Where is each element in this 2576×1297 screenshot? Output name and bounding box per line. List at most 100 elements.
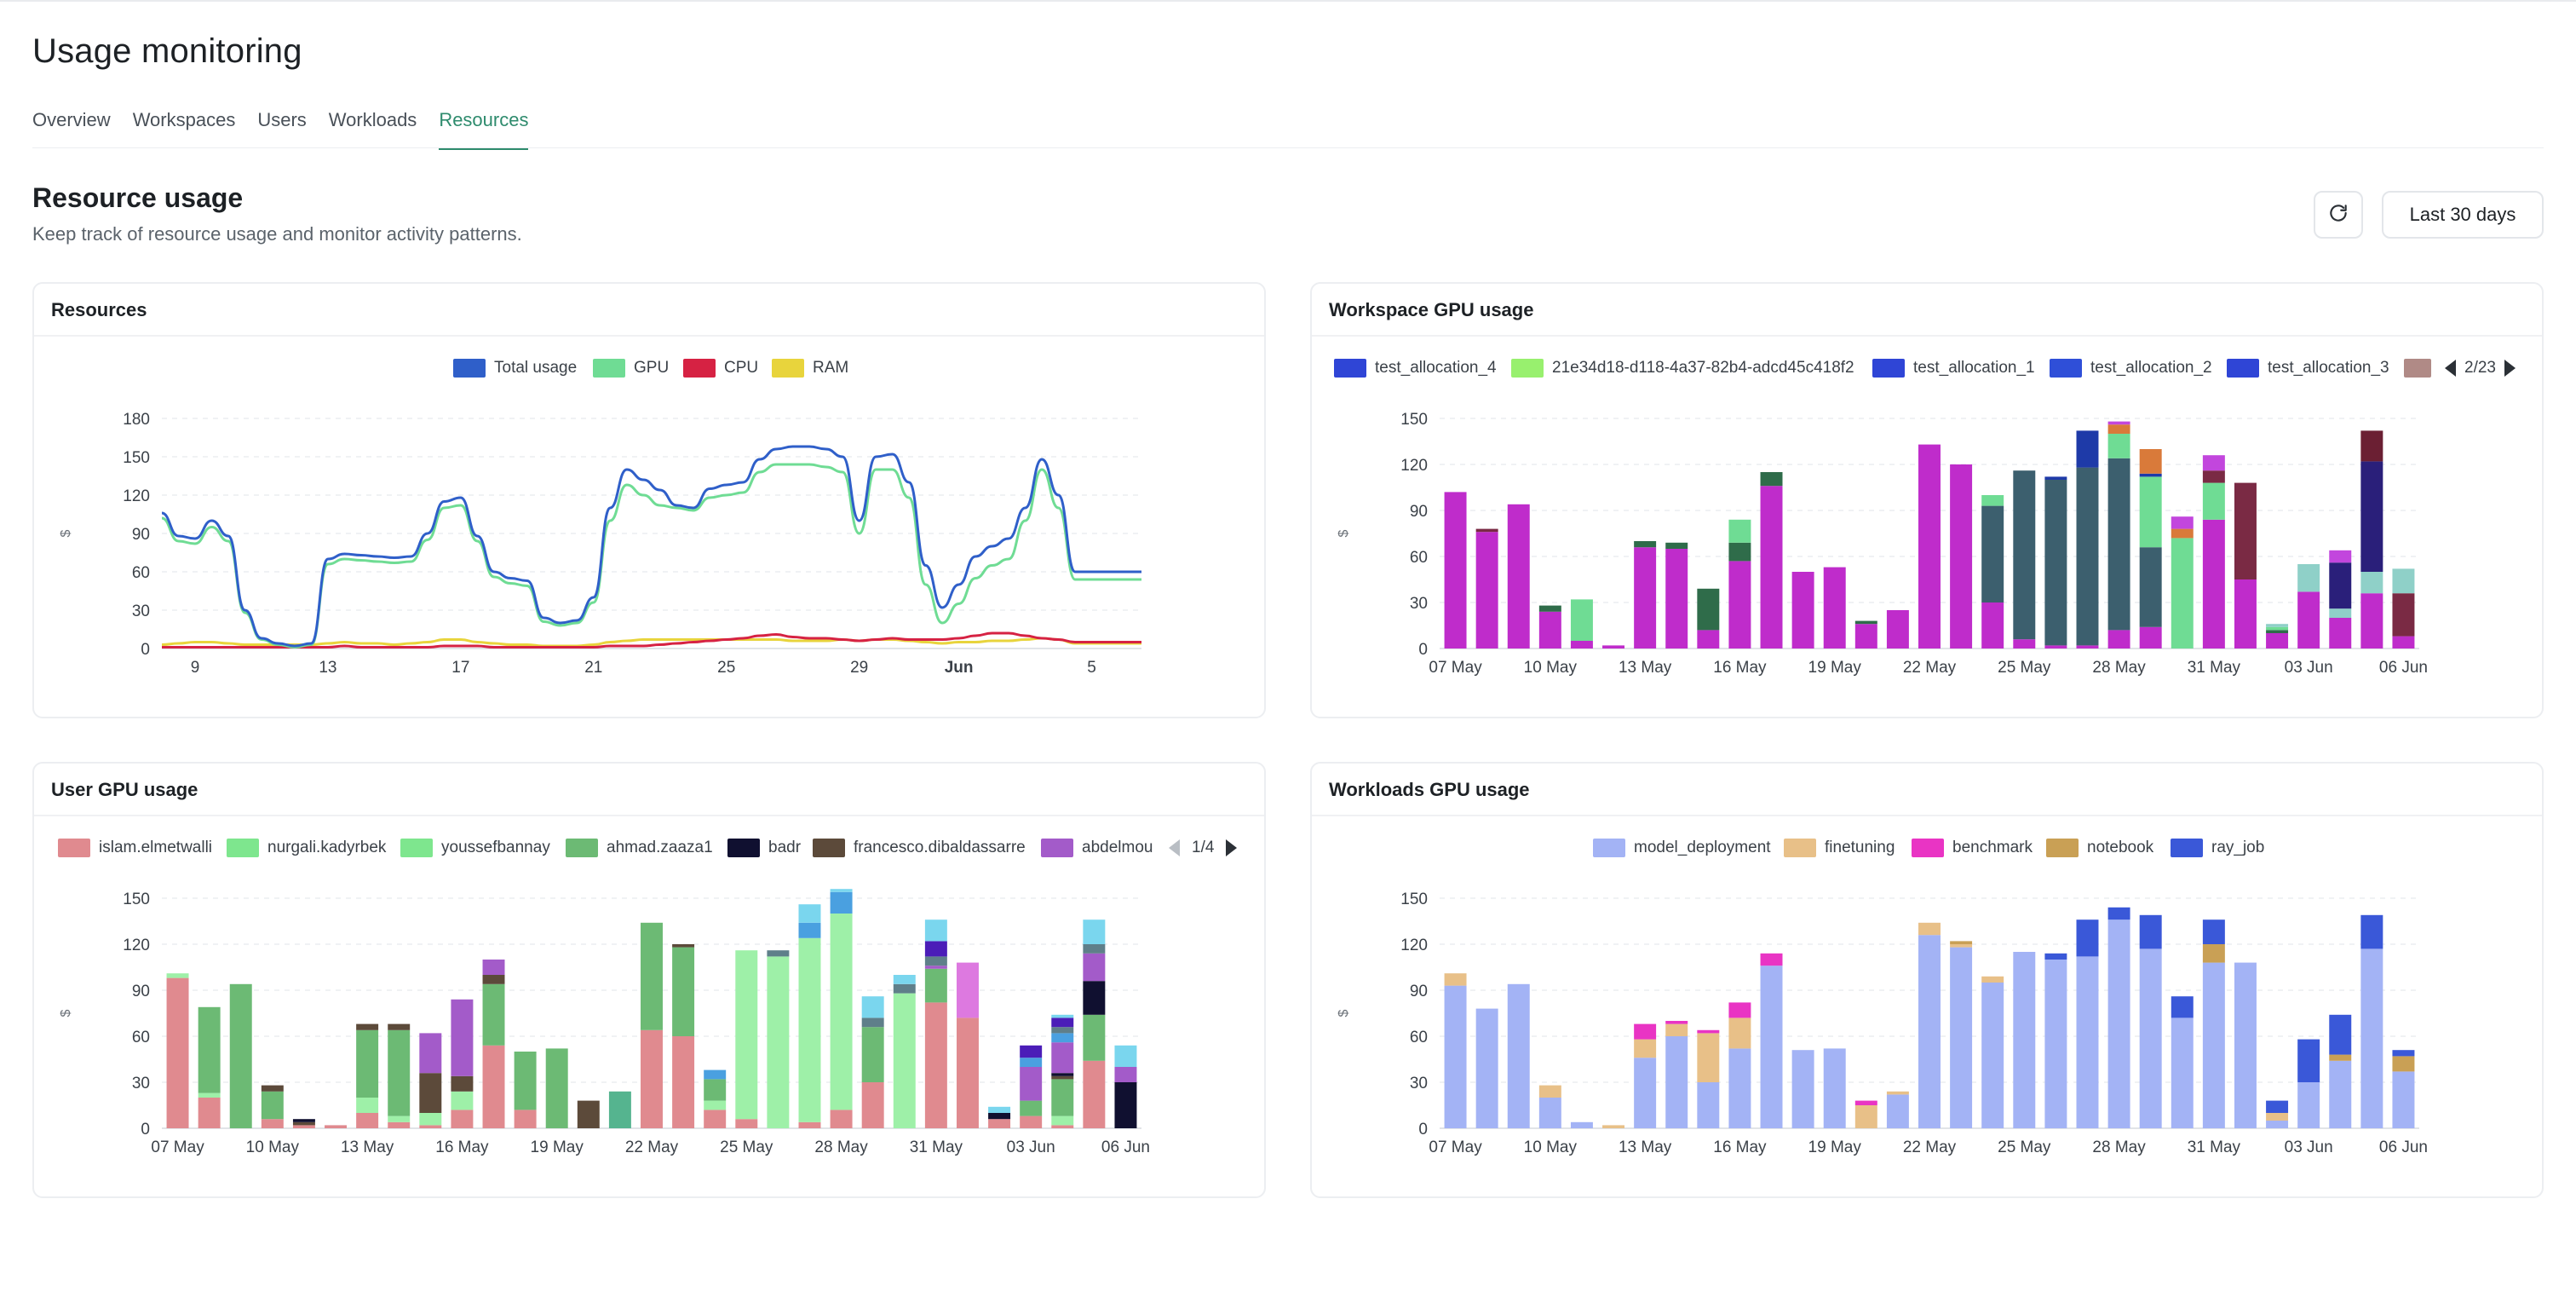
legend-item[interactable]: notebook <box>2046 835 2153 861</box>
bar-segment <box>1886 610 1909 648</box>
user-bar-chart[interactable]: 0 30 60 90 120 150 $07 May 10 May 13 May 16 May 19… <box>34 764 1268 1200</box>
workspace-gpu-card: Workspace GPU usage test_allocation_4 21… <box>1310 282 2544 718</box>
bar-segment <box>1051 1042 1074 1074</box>
legend-item[interactable]: ray_job <box>2171 835 2264 861</box>
bar-segment <box>419 1073 442 1113</box>
bar-segment <box>2392 636 2415 648</box>
legend-item[interactable]: francesco.dibaldassarre <box>813 835 1026 861</box>
legend-item[interactable]: finetuning <box>1784 835 1895 861</box>
date-range-button[interactable]: Last 30 days <box>2382 191 2544 239</box>
legend-item[interactable]: test_allocation_2 <box>2050 355 2212 381</box>
bar-segment <box>2266 1121 2289 1128</box>
resources-line-chart[interactable]: 0 30 60 90 120 150 180 $9 13 17 21 25 29 Jun 5 <box>34 284 1268 720</box>
x-tick-label: 25 May <box>1998 1138 2051 1156</box>
legend-item[interactable]: youssefbannay <box>400 835 550 861</box>
legend-item[interactable]: abdelmou <box>1041 835 1153 861</box>
legend-next-icon[interactable] <box>1226 839 1238 856</box>
legend-item[interactable]: ahmad.zaaza1 <box>566 835 713 861</box>
tab-users[interactable]: Users <box>257 109 307 130</box>
y-axis-label: $ <box>1337 529 1351 537</box>
bar-segment <box>2329 1014 2352 1055</box>
x-tick-label: 10 May <box>1524 659 1578 677</box>
bar-segment <box>861 1027 884 1082</box>
bar-segment <box>2297 564 2320 592</box>
bar-segment <box>2360 914 2383 949</box>
tab-overview[interactable]: Overview <box>32 109 111 130</box>
legend-item[interactable]: benchmark <box>1912 835 2033 861</box>
bar-segment <box>767 956 790 1128</box>
legend-swatch <box>566 839 598 857</box>
refresh-button[interactable] <box>2314 191 2363 239</box>
legend-item[interactable]: nurgali.kadyrbek <box>227 835 386 861</box>
bar-segment <box>1051 1073 1074 1076</box>
workspace-bar-chart[interactable]: 0 30 60 90 120 150 $07 May 10 May 13 May 16 May 19… <box>1312 284 2545 720</box>
bar-segment <box>1950 947 1973 1128</box>
x-tick-label: 25 May <box>1998 659 2051 677</box>
tab-workloads[interactable]: Workloads <box>328 109 417 130</box>
y-axis-label: $ <box>59 529 73 537</box>
legend-item[interactable]: test_allocation_1 <box>1872 355 2035 381</box>
x-tick-label: 28 May <box>2092 659 2146 677</box>
bar-segment <box>261 1091 284 1120</box>
legend-item[interactable]: model_deployment <box>1593 835 1771 861</box>
legend-item[interactable]: GPU <box>593 355 669 381</box>
bar-segment <box>482 983 505 1046</box>
legend-item[interactable] <box>2404 355 2440 381</box>
legend-next-icon[interactable] <box>2504 360 2516 377</box>
legend-swatch <box>1334 359 1366 378</box>
tab-workspaces[interactable]: Workspaces <box>132 109 236 130</box>
bar-segment <box>924 968 947 1003</box>
bar-segment <box>1507 504 1530 648</box>
bar-segment <box>1728 542 1751 562</box>
legend-swatch <box>2227 359 2259 378</box>
bar-segment <box>735 950 758 1120</box>
x-tick-label: 06 Jun <box>2379 1138 2428 1156</box>
bar-segment <box>1083 953 1106 982</box>
legend-item[interactable]: islam.elmetwalli <box>58 835 212 861</box>
y-tick-label: 0 <box>141 1121 150 1138</box>
legend-item[interactable]: test_allocation_3 <box>2227 355 2389 381</box>
bar-segment <box>1665 1021 1688 1024</box>
workloads-bar-chart[interactable]: 0 30 60 90 120 150 $07 May 10 May 13 May 16 May 19… <box>1312 764 2545 1200</box>
bar-segment <box>1020 1115 1043 1128</box>
tab-resources[interactable]: Resources <box>439 109 529 150</box>
bar-segment <box>2266 1100 2289 1113</box>
bar-segment <box>988 1113 1011 1120</box>
y-tick-label: 60 <box>1410 1029 1428 1046</box>
bar-segment <box>2171 996 2194 1018</box>
bar-segment <box>767 950 790 957</box>
legend-item[interactable]: test_allocation_4 <box>1334 355 1497 381</box>
legend-item[interactable]: CPU <box>683 355 758 381</box>
bar-segment <box>1114 1082 1137 1128</box>
y-tick-label: 60 <box>1410 549 1428 567</box>
x-tick-label: 03 Jun <box>2285 1138 2333 1156</box>
x-tick-label: 10 May <box>246 1138 300 1156</box>
bar-segment <box>798 937 821 1122</box>
bar-segment <box>2139 473 2162 477</box>
bar-segment <box>1051 1079 1074 1116</box>
bar-segment <box>198 1098 221 1128</box>
bar-segment <box>451 1091 474 1110</box>
legend-prev-icon[interactable] <box>2445 360 2456 377</box>
legend-item[interactable]: 21e34d18-d118-4a37-82b4-adcd45c418f2 <box>1511 355 1854 381</box>
legend-item[interactable]: Total usage <box>453 355 577 381</box>
bar-segment <box>1665 542 1688 549</box>
bar-segment <box>1083 1014 1106 1061</box>
legend-label: islam.elmetwalli <box>99 839 213 856</box>
bar-segment <box>1886 1094 1909 1128</box>
y-tick-label: 120 <box>1400 937 1428 954</box>
user-gpu-card: User GPU usage islam.elmetwalli nurgali.… <box>32 762 1266 1198</box>
legend-prev-icon[interactable] <box>1169 839 1180 856</box>
bar-segment <box>1697 630 1720 648</box>
legend-item[interactable]: badr <box>727 835 801 861</box>
bar-segment <box>1051 1115 1074 1126</box>
card-title: Workspace GPU usage <box>1329 299 1534 320</box>
legend-swatch <box>1041 839 1073 857</box>
card-header: Workspace GPU usage <box>1312 284 2542 337</box>
legend-item[interactable]: RAM <box>772 355 848 381</box>
bar-segment <box>988 1106 1011 1113</box>
legend-swatch <box>1872 359 1905 378</box>
bar-segment <box>482 975 505 984</box>
bar-segment <box>1791 572 1814 648</box>
bar-segment <box>861 1017 884 1028</box>
